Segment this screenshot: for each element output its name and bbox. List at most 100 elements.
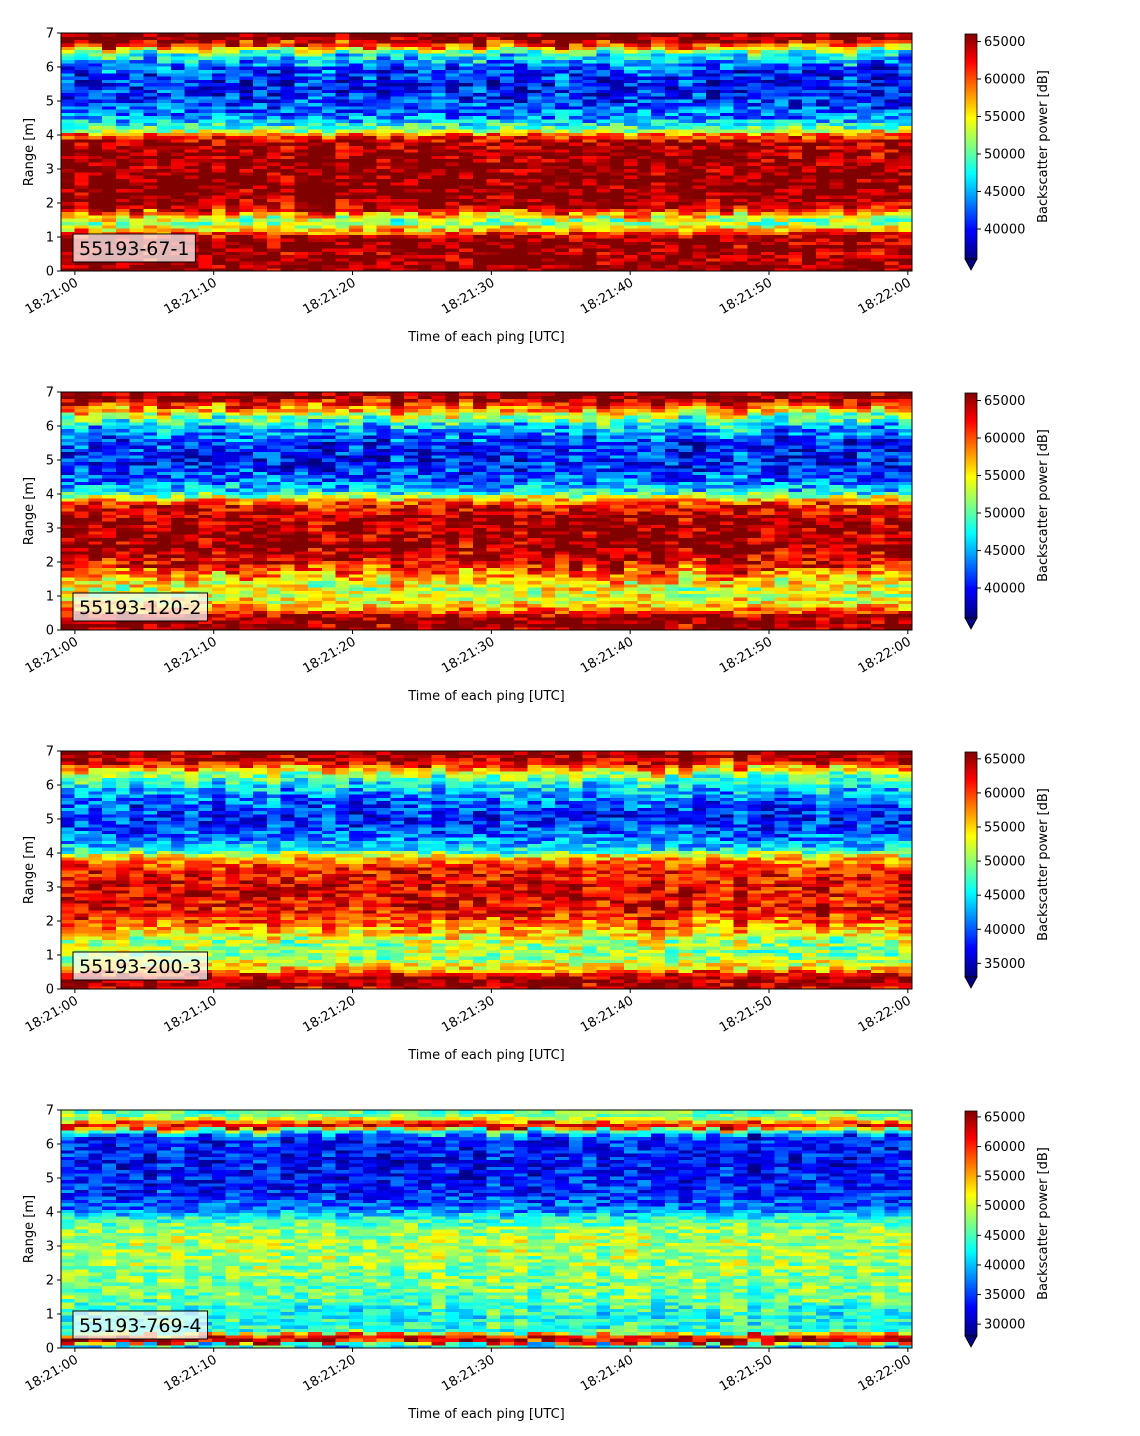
heatmap-cell	[239, 181, 254, 186]
heatmap-cell	[239, 218, 254, 223]
heatmap-cell	[211, 99, 227, 104]
heatmap-cell	[266, 145, 282, 150]
heatmap-cell	[280, 191, 295, 196]
heatmap-cell	[417, 66, 433, 70]
heatmap-cell	[417, 59, 433, 64]
heatmap-cell	[280, 115, 295, 120]
heatmap-cell	[568, 33, 584, 37]
heatmap-cell	[308, 261, 323, 265]
heatmap-cell	[623, 92, 639, 97]
heatmap-cell	[239, 198, 254, 203]
heatmap-cell	[74, 188, 90, 193]
heatmap-cell	[788, 79, 803, 84]
heatmap-cell	[582, 224, 597, 229]
heatmap-cell	[678, 52, 693, 57]
heatmap-cell	[253, 142, 268, 146]
heatmap-cell	[651, 264, 666, 269]
heatmap-cell	[376, 42, 392, 47]
heatmap-cell	[568, 152, 584, 156]
heatmap-cell	[610, 42, 625, 47]
heatmap-cell	[321, 165, 337, 170]
heatmap-cell	[376, 148, 392, 153]
heatmap-cell	[404, 148, 419, 153]
heatmap-cell	[198, 115, 213, 120]
heatmap-cell	[664, 39, 680, 44]
heatmap-cell	[500, 138, 515, 143]
heatmap-cell	[184, 171, 199, 176]
heatmap-cell	[294, 158, 309, 163]
heatmap-cell	[843, 251, 858, 256]
heatmap-cell	[225, 168, 241, 173]
heatmap-cell	[582, 72, 597, 77]
heatmap-cell	[761, 204, 776, 209]
heatmap-cell	[349, 188, 364, 193]
heatmap-cell	[541, 59, 556, 64]
heatmap-cell	[678, 118, 693, 123]
heatmap-cell	[390, 99, 405, 104]
heatmap-cell	[637, 234, 652, 239]
heatmap-cell	[582, 234, 597, 239]
heatmap-cell	[239, 251, 254, 256]
heatmap-cell	[568, 168, 584, 173]
heatmap-cell	[651, 52, 666, 57]
heatmap-cell	[472, 59, 488, 64]
heatmap-cell	[610, 168, 625, 173]
heatmap-cell	[582, 251, 597, 256]
heatmap-cell	[239, 102, 254, 107]
heatmap-cell	[637, 208, 652, 213]
heatmap-cell	[651, 261, 666, 265]
heatmap-cell	[170, 165, 186, 170]
heatmap-cell	[719, 168, 735, 173]
heatmap-cell	[596, 261, 611, 265]
heatmap-cell	[445, 214, 460, 219]
heatmap-cell	[843, 231, 858, 236]
heatmap-cell	[857, 52, 872, 57]
heatmap-cell	[129, 52, 144, 57]
heatmap-cell	[129, 261, 144, 265]
heatmap-cell	[225, 99, 241, 104]
heatmap-cell	[747, 92, 762, 97]
heatmap-cell	[486, 178, 501, 183]
heatmap-cell	[664, 115, 680, 120]
heatmap-cell	[678, 161, 693, 166]
heatmap-cell	[157, 161, 172, 166]
heatmap-cell	[349, 142, 364, 146]
heatmap-cell	[843, 257, 858, 262]
heatmap-cell	[637, 66, 652, 70]
heatmap-cell	[211, 261, 227, 265]
heatmap-cell	[829, 218, 844, 223]
heatmap-cell	[513, 201, 529, 206]
heatmap-cell	[541, 161, 556, 166]
heatmap-cell	[335, 178, 350, 183]
heatmap-cell	[857, 218, 872, 223]
heatmap-cell	[513, 244, 529, 249]
heatmap-cell	[239, 224, 254, 229]
heatmap-cell	[211, 66, 227, 70]
heatmap-cell	[417, 161, 433, 166]
heatmap-cell	[733, 185, 748, 189]
heatmap-cell	[445, 142, 460, 146]
heatmap-cell	[802, 218, 817, 223]
heatmap-cell	[184, 128, 199, 133]
heatmap-cell	[664, 264, 680, 269]
heatmap-cell	[115, 211, 131, 216]
heatmap-cell	[747, 168, 762, 173]
heatmap-cell	[706, 204, 721, 209]
heatmap-cell	[129, 89, 144, 94]
heatmap-cell	[651, 188, 666, 193]
heatmap-cell	[74, 214, 90, 219]
heatmap-cell	[184, 211, 199, 216]
heatmap-cell	[513, 105, 529, 110]
heatmap-cell	[198, 168, 213, 173]
heatmap-cell	[747, 59, 762, 64]
heatmap-cell	[129, 181, 144, 186]
heatmap-cell	[582, 36, 597, 41]
heatmap-cell	[157, 165, 172, 170]
heatmap-cell	[610, 175, 625, 180]
heatmap-cell	[74, 155, 90, 160]
heatmap-cell	[61, 392, 76, 396]
heatmap-cell	[555, 194, 570, 199]
heatmap-cell	[115, 69, 131, 74]
heatmap-cell	[349, 145, 364, 150]
heatmap-cell	[747, 224, 762, 229]
